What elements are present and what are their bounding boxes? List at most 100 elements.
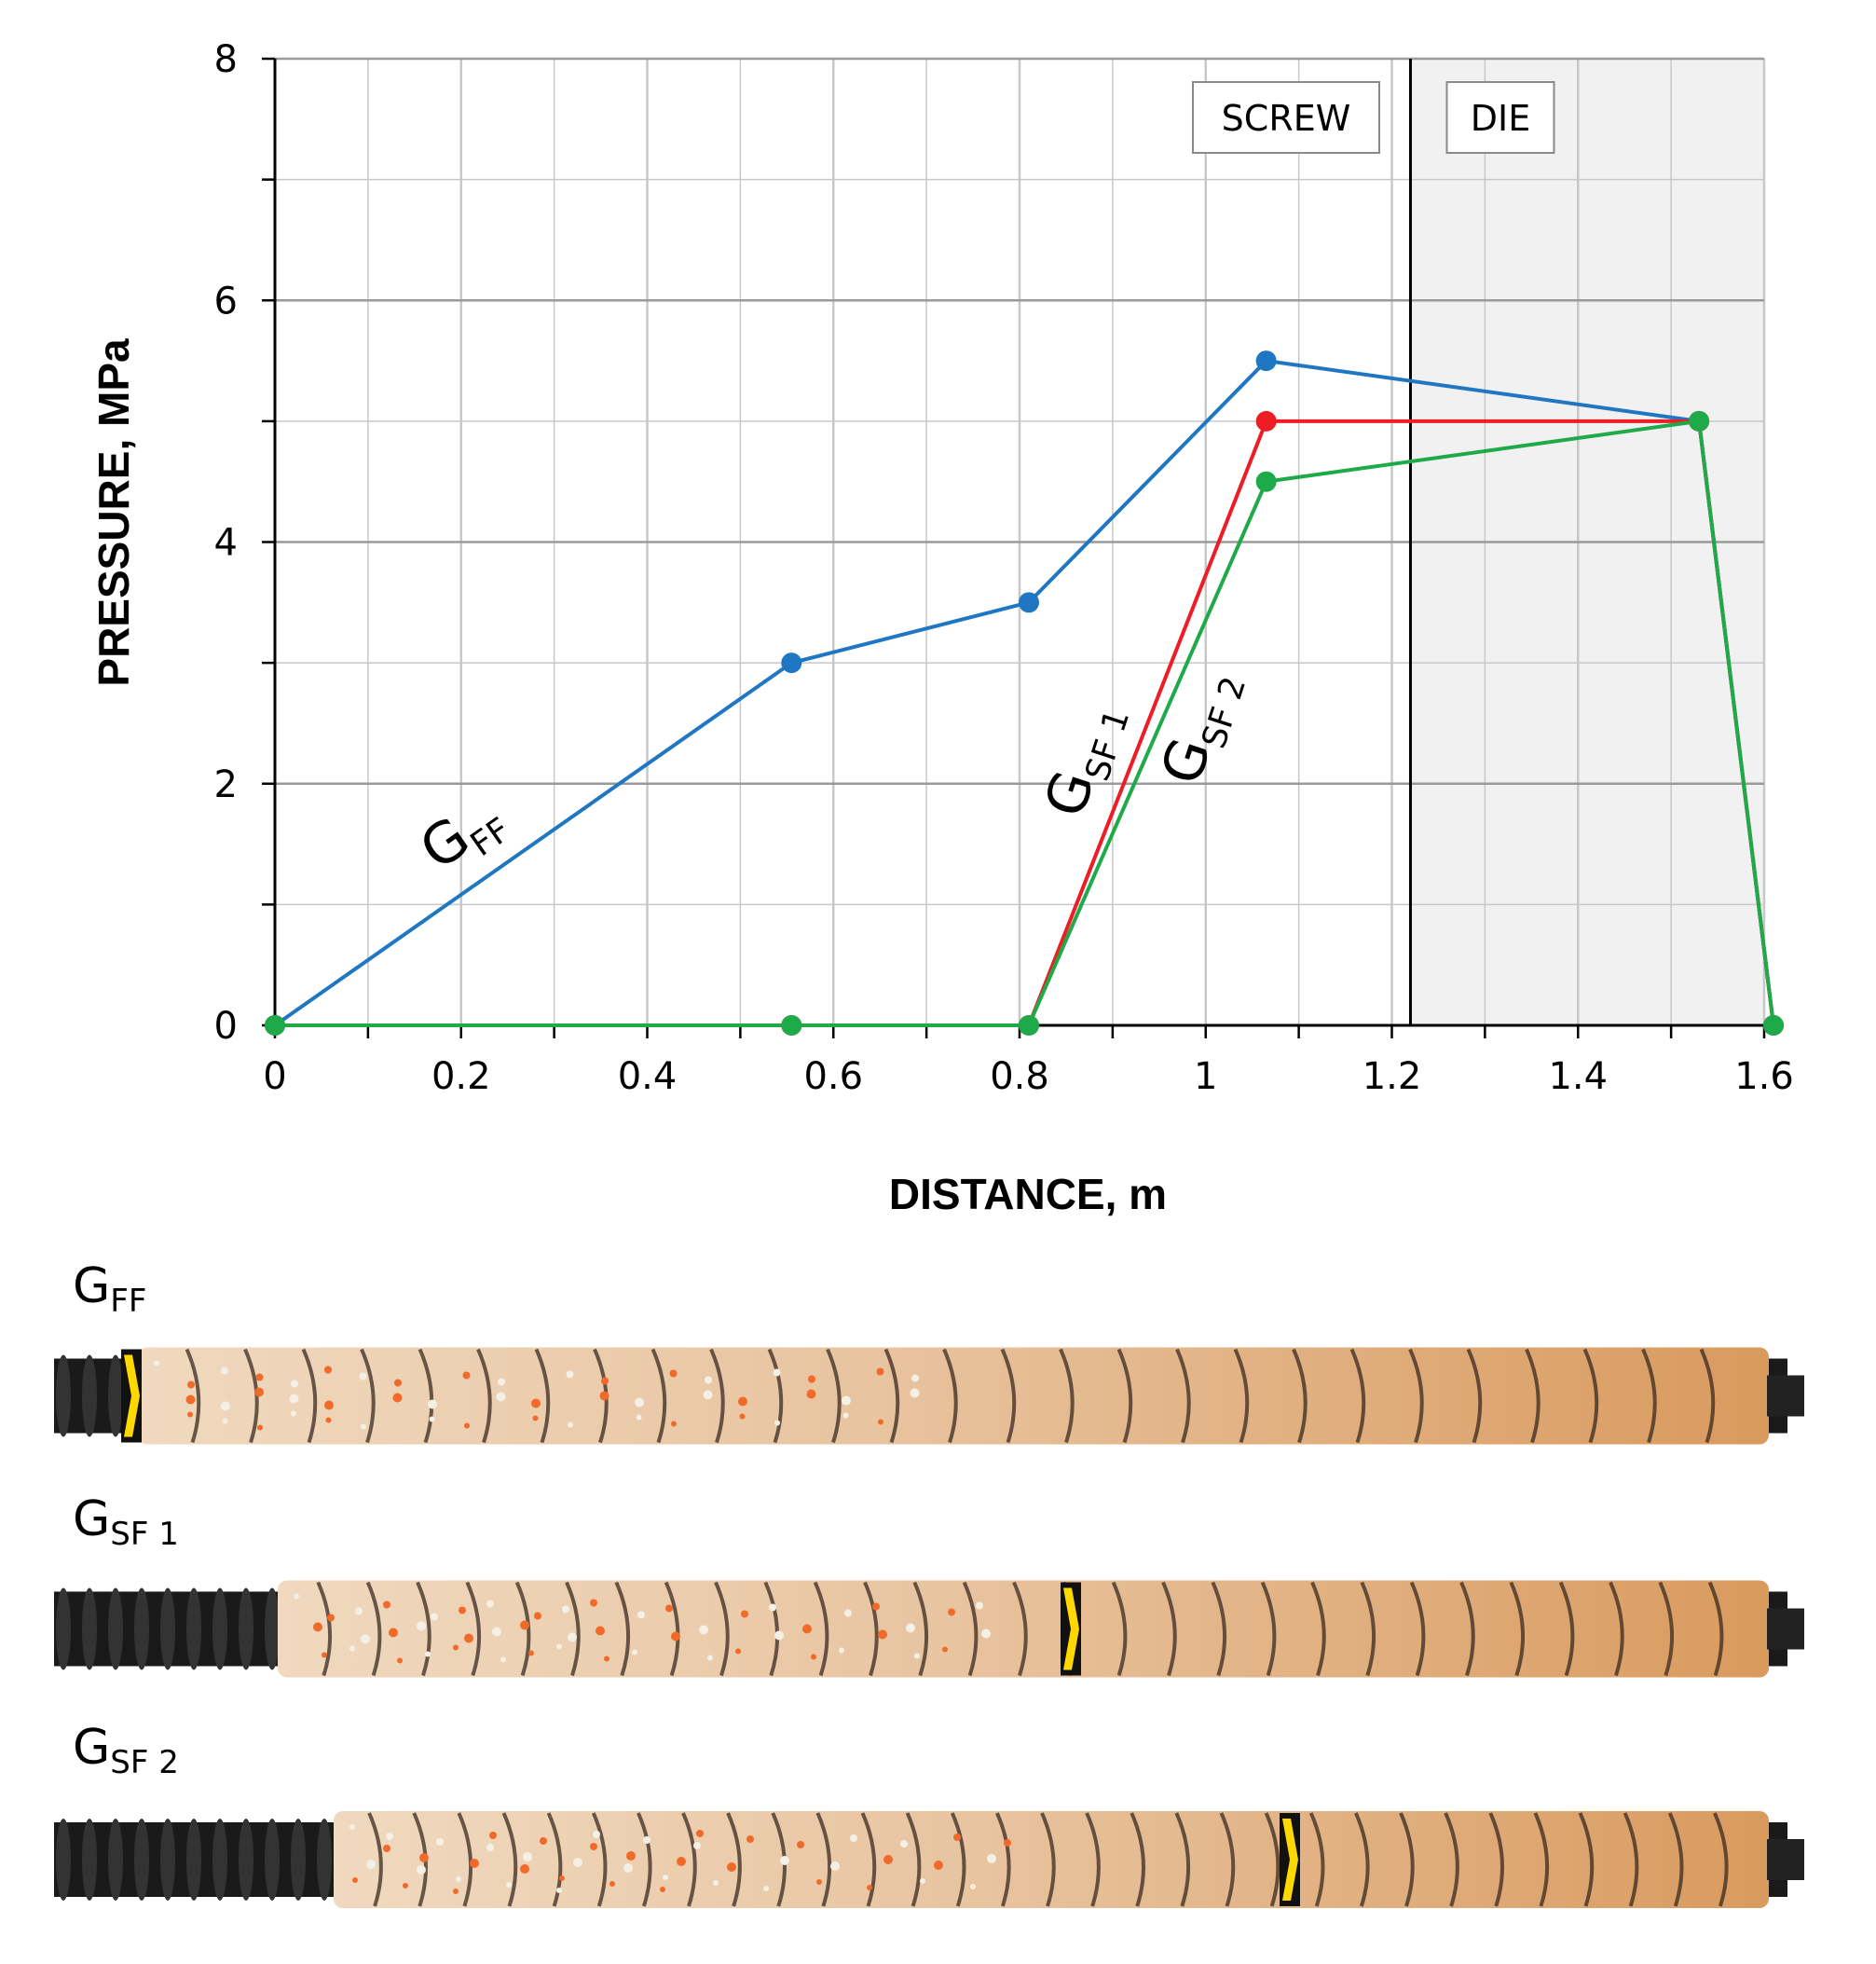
dough-fill bbox=[278, 1580, 1769, 1678]
dough-speckle bbox=[948, 1608, 955, 1616]
screw-flight bbox=[664, 1581, 680, 1677]
dough-speckle bbox=[643, 1836, 650, 1844]
series-point-2 bbox=[1018, 1015, 1039, 1036]
zone-label-screw: SCREW bbox=[1222, 98, 1351, 139]
dough-speckle bbox=[294, 1593, 299, 1600]
series-point-0 bbox=[1018, 592, 1039, 613]
screw-flight bbox=[1174, 1812, 1191, 1907]
screw-flight bbox=[1360, 1581, 1376, 1677]
series-point-2 bbox=[1762, 1015, 1784, 1036]
dough-speckle bbox=[693, 1842, 701, 1849]
dough-speckle bbox=[604, 1655, 609, 1662]
dough-speckle bbox=[289, 1394, 299, 1404]
dough-speckle bbox=[883, 1855, 893, 1864]
x-tick-label: 1 bbox=[1194, 1055, 1217, 1098]
screw-flight bbox=[767, 1348, 784, 1444]
dough-speckle bbox=[735, 1648, 741, 1655]
dough-speckle bbox=[830, 1861, 840, 1871]
screw-flight bbox=[1111, 1581, 1128, 1677]
dough-speckle bbox=[703, 1390, 713, 1400]
screw-flight-bare bbox=[212, 1587, 227, 1670]
dough-speckle bbox=[322, 1652, 327, 1658]
dough-speckle bbox=[665, 1604, 673, 1613]
screw-flight bbox=[1264, 1812, 1280, 1907]
screw-flight bbox=[1707, 1581, 1724, 1677]
series-point-2 bbox=[781, 1015, 802, 1036]
x-tick-label: 0 bbox=[263, 1055, 286, 1098]
x-tick-label: 1.4 bbox=[1548, 1055, 1608, 1098]
dough-speckle bbox=[498, 1378, 505, 1386]
dough-speckle bbox=[425, 1651, 431, 1657]
series-point-2 bbox=[265, 1015, 285, 1036]
screw-flight bbox=[1211, 1581, 1227, 1677]
dough-speckle bbox=[568, 1632, 577, 1642]
dough-speckle bbox=[349, 1824, 355, 1830]
dough-speckle bbox=[361, 1423, 366, 1430]
screw-flight bbox=[863, 1581, 879, 1677]
dough-speckle bbox=[774, 1630, 784, 1641]
screw-flight bbox=[860, 1812, 877, 1907]
screw-flight bbox=[1509, 1581, 1526, 1677]
dough-speckle bbox=[486, 1600, 494, 1608]
dough-speckle bbox=[255, 1373, 264, 1381]
screw-flight bbox=[1582, 1348, 1599, 1444]
dough-speckle bbox=[355, 1607, 363, 1615]
dough-speckle bbox=[590, 1843, 597, 1850]
dough-speckle bbox=[506, 1882, 512, 1888]
screw-caption-gff: GFF bbox=[73, 1258, 147, 1320]
screw-flight bbox=[1623, 1812, 1639, 1907]
dough-speckle bbox=[636, 1414, 642, 1421]
screw-flight bbox=[534, 1348, 551, 1444]
dough-speckle bbox=[987, 1854, 996, 1863]
zone-labels: SCREW DIE bbox=[1192, 81, 1555, 154]
series-label-gff: GFF bbox=[408, 783, 517, 889]
dough-speckle bbox=[325, 1417, 332, 1423]
dough-speckle bbox=[623, 1863, 633, 1873]
dough-speckle bbox=[773, 1368, 781, 1377]
dough-speckle bbox=[727, 1862, 736, 1872]
dough-speckle bbox=[669, 1369, 678, 1378]
screw-flight-bare bbox=[186, 1587, 201, 1670]
x-tick-label: 0.2 bbox=[431, 1055, 491, 1098]
x-tick-label: 0.4 bbox=[618, 1055, 678, 1098]
dough-speckle bbox=[934, 1861, 943, 1870]
dough-speckle bbox=[808, 1375, 815, 1383]
dough-speckle bbox=[746, 1835, 754, 1843]
dough-speckle bbox=[867, 1885, 872, 1890]
dough-speckle bbox=[221, 1367, 228, 1375]
dough-speckle bbox=[470, 1859, 479, 1868]
dough-speckle bbox=[383, 1845, 390, 1852]
screw-flight bbox=[416, 1581, 431, 1677]
screw-flight bbox=[1408, 1348, 1424, 1444]
screw-flight bbox=[912, 1581, 929, 1677]
screw-flight-bare bbox=[108, 1354, 123, 1437]
dough-speckle bbox=[419, 1853, 429, 1862]
screw-flight bbox=[365, 1581, 382, 1677]
dough-speckle bbox=[531, 1398, 541, 1408]
screw-flight bbox=[1292, 1348, 1308, 1444]
x-tick-label: 1.2 bbox=[1362, 1055, 1422, 1098]
dough-speckle bbox=[520, 1620, 529, 1630]
screw-flight bbox=[1059, 1348, 1075, 1444]
screw-flight bbox=[1713, 1812, 1729, 1907]
dough-speckle bbox=[739, 1413, 746, 1420]
screw-flight bbox=[301, 1348, 318, 1444]
screw-flight bbox=[826, 1348, 842, 1444]
screw-flight-bare bbox=[56, 1819, 71, 1901]
dough-speckle bbox=[593, 1831, 600, 1838]
dough-speckle bbox=[349, 1645, 355, 1652]
screw-end bbox=[1767, 1839, 1804, 1880]
dough-speckle bbox=[637, 1611, 645, 1619]
dough-speckle bbox=[713, 1880, 719, 1886]
screw-flight-bare bbox=[265, 1819, 280, 1901]
dough-speckle bbox=[464, 1633, 473, 1643]
dough-speckle bbox=[429, 1416, 435, 1422]
screw-flight bbox=[418, 1348, 434, 1444]
dough-speckle bbox=[906, 1623, 915, 1633]
dough-speckle bbox=[431, 1613, 438, 1621]
series-line-2 bbox=[275, 419, 1775, 1027]
screw-flight bbox=[1175, 1348, 1191, 1444]
dough-speckle bbox=[635, 1397, 644, 1408]
dough-speckle bbox=[254, 1387, 264, 1397]
dough-speckle bbox=[780, 1856, 789, 1865]
